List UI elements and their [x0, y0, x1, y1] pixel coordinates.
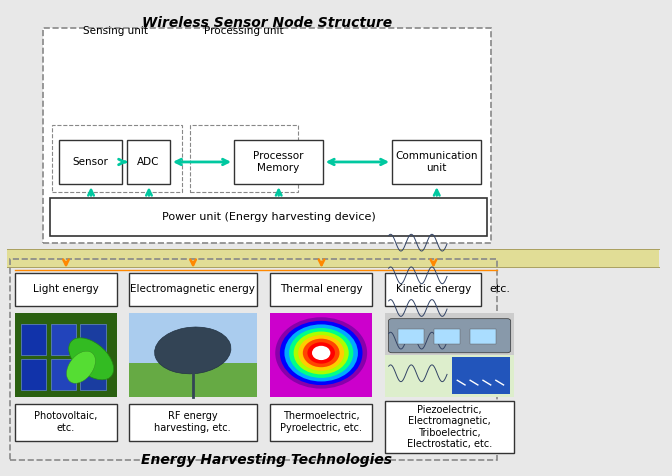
Text: RF energy
harvesting, etc.: RF energy harvesting, etc.	[155, 411, 231, 433]
FancyBboxPatch shape	[43, 28, 491, 243]
FancyBboxPatch shape	[270, 313, 372, 397]
FancyBboxPatch shape	[128, 404, 257, 441]
Ellipse shape	[284, 324, 358, 381]
Ellipse shape	[276, 317, 367, 388]
Ellipse shape	[298, 335, 344, 371]
FancyBboxPatch shape	[22, 324, 46, 355]
Ellipse shape	[303, 338, 339, 367]
FancyBboxPatch shape	[15, 313, 117, 397]
FancyBboxPatch shape	[392, 140, 481, 184]
Text: Sensing unit: Sensing unit	[83, 26, 148, 36]
FancyBboxPatch shape	[452, 357, 510, 394]
FancyBboxPatch shape	[385, 401, 514, 453]
FancyBboxPatch shape	[128, 363, 257, 397]
FancyBboxPatch shape	[51, 324, 76, 355]
FancyBboxPatch shape	[270, 404, 372, 441]
Ellipse shape	[155, 327, 231, 374]
FancyBboxPatch shape	[385, 273, 481, 306]
FancyBboxPatch shape	[234, 140, 323, 184]
Text: Communication
unit: Communication unit	[395, 151, 478, 173]
FancyBboxPatch shape	[50, 198, 487, 236]
Text: Processing unit: Processing unit	[204, 26, 284, 36]
FancyBboxPatch shape	[385, 313, 514, 355]
Text: Electromagnetic energy: Electromagnetic energy	[130, 284, 255, 294]
FancyBboxPatch shape	[15, 273, 117, 306]
Ellipse shape	[307, 342, 335, 364]
Text: Processor
Memory: Processor Memory	[253, 151, 304, 173]
FancyBboxPatch shape	[270, 273, 372, 306]
FancyBboxPatch shape	[434, 328, 460, 344]
Ellipse shape	[67, 351, 95, 383]
FancyBboxPatch shape	[388, 319, 511, 353]
FancyBboxPatch shape	[22, 359, 46, 389]
Text: Sensor: Sensor	[73, 157, 109, 167]
Text: Power unit (Energy harvesting device): Power unit (Energy harvesting device)	[162, 212, 376, 222]
Text: etc.: etc.	[489, 284, 511, 294]
Ellipse shape	[294, 331, 349, 374]
Text: Light energy: Light energy	[33, 284, 99, 294]
FancyBboxPatch shape	[470, 328, 496, 344]
FancyBboxPatch shape	[59, 140, 122, 184]
Ellipse shape	[69, 338, 114, 380]
FancyBboxPatch shape	[398, 328, 424, 344]
Text: Wireless Sensor Node Structure: Wireless Sensor Node Structure	[142, 17, 392, 30]
Ellipse shape	[312, 346, 331, 360]
Text: Energy Harvesting Technologies: Energy Harvesting Technologies	[141, 453, 392, 466]
FancyBboxPatch shape	[15, 404, 117, 441]
FancyBboxPatch shape	[128, 273, 257, 306]
FancyBboxPatch shape	[190, 125, 298, 192]
Bar	[7, 249, 659, 268]
FancyBboxPatch shape	[51, 359, 76, 389]
Text: Photovoltaic,
etc.: Photovoltaic, etc.	[34, 411, 97, 433]
Text: Piezoelectric,
Electromagnetic,
Triboelectric,
Electrostatic, etc.: Piezoelectric, Electromagnetic, Triboele…	[407, 405, 492, 449]
FancyBboxPatch shape	[52, 125, 182, 192]
Text: ADC: ADC	[137, 157, 160, 167]
Ellipse shape	[289, 328, 353, 378]
FancyBboxPatch shape	[81, 359, 106, 389]
Text: Thermal energy: Thermal energy	[280, 284, 362, 294]
Text: Kinetic energy: Kinetic energy	[396, 284, 471, 294]
FancyBboxPatch shape	[127, 140, 170, 184]
Ellipse shape	[280, 321, 362, 385]
Text: Thermoelectric,
Pyroelectric, etc.: Thermoelectric, Pyroelectric, etc.	[280, 411, 362, 433]
FancyBboxPatch shape	[81, 324, 106, 355]
FancyBboxPatch shape	[385, 313, 514, 397]
FancyBboxPatch shape	[128, 313, 257, 363]
